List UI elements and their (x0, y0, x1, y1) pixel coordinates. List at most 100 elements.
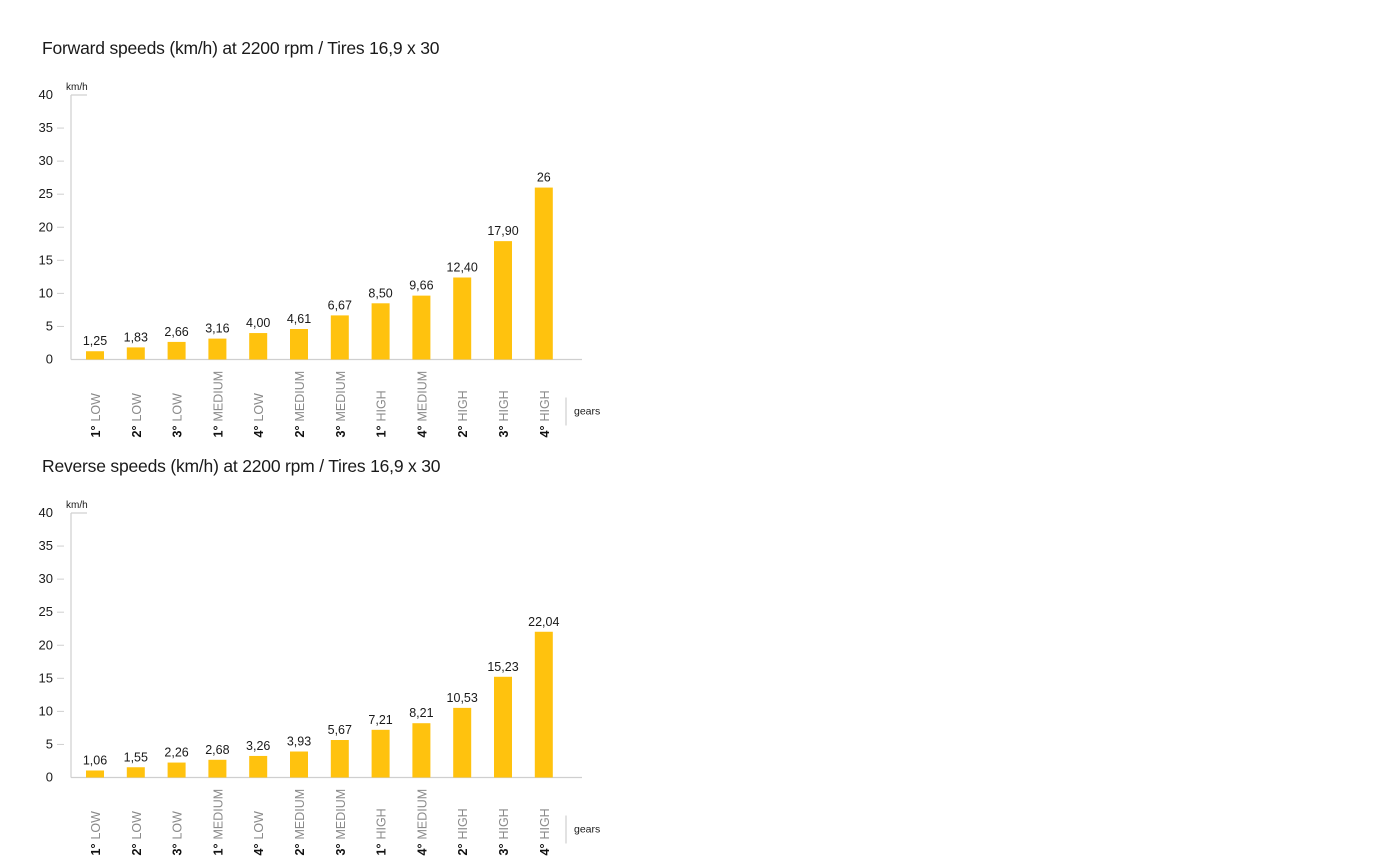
bar (453, 707, 472, 778)
gear-range: LOW (171, 811, 185, 840)
gear-number: 2° (293, 844, 307, 856)
gear-range: MEDIUM (415, 789, 429, 840)
gear-range: MEDIUM (293, 789, 307, 840)
x-category-label: 4° MEDIUM (415, 371, 429, 438)
chart-title: Forward speeds (km/h) at 2200 rpm / Tire… (42, 38, 440, 58)
bar-value-label: 3,26 (246, 739, 270, 753)
y-tick-label: 10 (39, 703, 53, 718)
bar (249, 333, 268, 360)
bar-value-label: 1,25 (83, 334, 107, 348)
bar (371, 729, 390, 778)
gear-number: 1° (375, 844, 389, 856)
bar (86, 770, 104, 778)
x-axis-label: gears (574, 824, 600, 836)
y-axis-unit-label: km/h (66, 82, 88, 93)
bar (453, 277, 472, 360)
gear-number: 3° (171, 844, 185, 856)
gear-number: 3° (171, 426, 185, 438)
bar-value-label: 3,16 (205, 322, 229, 336)
x-category-label: 2° LOW (130, 393, 144, 438)
y-tick-label: 15 (39, 252, 53, 267)
bar-value-label: 1,83 (124, 330, 148, 344)
y-tick-label: 25 (39, 186, 53, 201)
x-category-label: 2° MEDIUM (293, 371, 307, 438)
gear-range: HIGH (375, 808, 389, 839)
gear-range: LOW (252, 811, 266, 840)
x-category-label: 4° HIGH (538, 808, 552, 855)
gear-number: 2° (456, 426, 470, 438)
bar-value-label: 17,90 (487, 224, 518, 238)
gear-number: 3° (334, 426, 348, 438)
gear-number: 1° (211, 844, 225, 856)
bar (208, 338, 227, 360)
gear-range: MEDIUM (211, 371, 225, 422)
gear-range: MEDIUM (334, 789, 348, 840)
x-category-label: 1° MEDIUM (211, 789, 225, 856)
y-tick-label: 25 (39, 604, 53, 619)
gear-number: 3° (497, 844, 511, 856)
gear-range: HIGH (538, 390, 552, 421)
x-category-label: 2° MEDIUM (293, 789, 307, 856)
forward-speeds-chart: Forward speeds (km/h) at 2200 rpm / Tire… (0, 0, 700, 438)
gear-range: HIGH (456, 390, 470, 421)
gear-range: LOW (252, 393, 266, 422)
bar (126, 767, 145, 778)
bar-value-label: 4,00 (246, 316, 270, 330)
x-category-label: 4° LOW (252, 811, 266, 856)
bar-value-label: 5,67 (328, 723, 352, 737)
x-category-label: 3° HIGH (497, 390, 511, 437)
x-category-label: 3° MEDIUM (334, 789, 348, 856)
x-category-label: 1° MEDIUM (211, 371, 225, 438)
gear-number: 4° (252, 844, 266, 856)
y-tick-label: 5 (46, 736, 53, 751)
y-axis-unit-label: km/h (66, 500, 88, 511)
gear-number: 2° (130, 426, 144, 438)
gear-range: MEDIUM (211, 789, 225, 840)
bar (494, 241, 512, 360)
bar (412, 723, 431, 778)
bar-value-label: 2,26 (164, 746, 188, 760)
bar (534, 631, 553, 778)
x-category-label: 4° HIGH (538, 390, 552, 437)
chart-title: Reverse speeds (km/h) at 2200 rpm / Tire… (42, 456, 441, 476)
reverse-speeds-plot: km/h 0 5 10 15 20 25 30 35 40 1,06 1° LOW 1,55 2° LOW 2,… (39, 500, 601, 856)
gear-range: MEDIUM (293, 371, 307, 422)
bar (249, 755, 268, 778)
gear-range: HIGH (497, 390, 511, 421)
bar (330, 740, 349, 778)
x-category-label: 4° MEDIUM (415, 789, 429, 856)
x-category-label: 2° HIGH (456, 390, 470, 437)
bar-value-label: 1,06 (83, 753, 107, 767)
bar-value-label: 9,66 (409, 279, 433, 293)
y-tick-label: 0 (46, 352, 53, 367)
bar-value-label: 7,21 (368, 713, 392, 727)
y-tick-label: 0 (46, 770, 53, 785)
forward-speeds-plot: km/h 0 5 10 15 20 25 30 35 40 1,25 1° LOW 1,83 2° LOW 2,… (39, 82, 601, 438)
x-category-label: 1° HIGH (375, 808, 389, 855)
bar-value-label: 10,53 (447, 691, 478, 705)
gear-number: 1° (375, 426, 389, 438)
x-category-label: 1° LOW (89, 393, 103, 438)
bar (126, 347, 145, 360)
bar-value-label: 6,67 (328, 298, 352, 312)
x-category-label: 3° LOW (171, 811, 185, 856)
bar (167, 341, 186, 360)
x-category-label: 2° LOW (130, 811, 144, 856)
gear-number: 2° (456, 844, 470, 856)
bar (534, 187, 553, 360)
x-category-label: 2° HIGH (456, 808, 470, 855)
x-category-label: 3° LOW (171, 393, 185, 438)
y-tick-label: 15 (39, 670, 53, 685)
gear-range: MEDIUM (334, 371, 348, 422)
gear-range: LOW (130, 811, 144, 840)
bar (371, 303, 390, 360)
gear-number: 4° (415, 844, 429, 856)
x-category-label: 1° LOW (89, 811, 103, 856)
y-tick-label: 5 (46, 318, 53, 333)
gear-range: LOW (130, 393, 144, 422)
y-tick-label: 35 (39, 120, 53, 135)
y-tick-label: 10 (39, 285, 53, 300)
bar-value-label: 26 (537, 171, 551, 185)
y-tick-label: 35 (39, 538, 53, 553)
bar (167, 762, 186, 778)
